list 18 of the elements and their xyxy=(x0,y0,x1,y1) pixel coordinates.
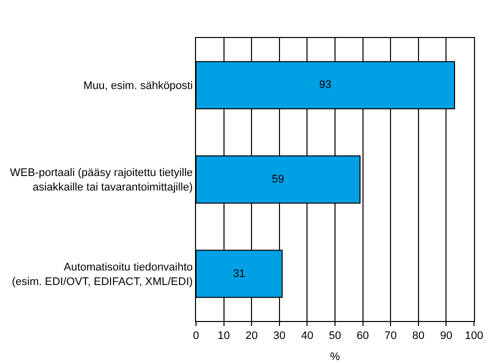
x-tick-label: 100 xyxy=(464,330,484,342)
x-tick-label: 80 xyxy=(412,330,425,342)
x-axis-title: % xyxy=(330,351,340,363)
data-label: 59 xyxy=(272,174,284,186)
x-tick-label: 10 xyxy=(218,330,230,342)
data-label: 31 xyxy=(232,268,246,280)
y-tick-label: WEB-portaali (pääsy rajoitettu tietyille asiakkaille tai tavarantoimittajille) xyxy=(10,167,193,194)
x-tick-label: 70 xyxy=(384,330,397,342)
x-tick-label: 90 xyxy=(440,330,452,342)
x-tick-label: 50 xyxy=(328,330,342,342)
x-tick-label: 20 xyxy=(245,330,258,342)
data-label: 93 xyxy=(319,79,332,92)
x-tick-label: 30 xyxy=(273,330,286,342)
y-tick-label: Automatisoitu tiedonvaihto (esim. EDI/OVT, EDIFACT, XML/EDI) xyxy=(12,262,193,288)
x-tick-label: 40 xyxy=(301,330,314,342)
x-tick-label: 60 xyxy=(356,330,369,342)
x-tick-label: 0 xyxy=(192,330,200,342)
y-tick-label: Muu, esim. sähköposti xyxy=(83,80,193,92)
